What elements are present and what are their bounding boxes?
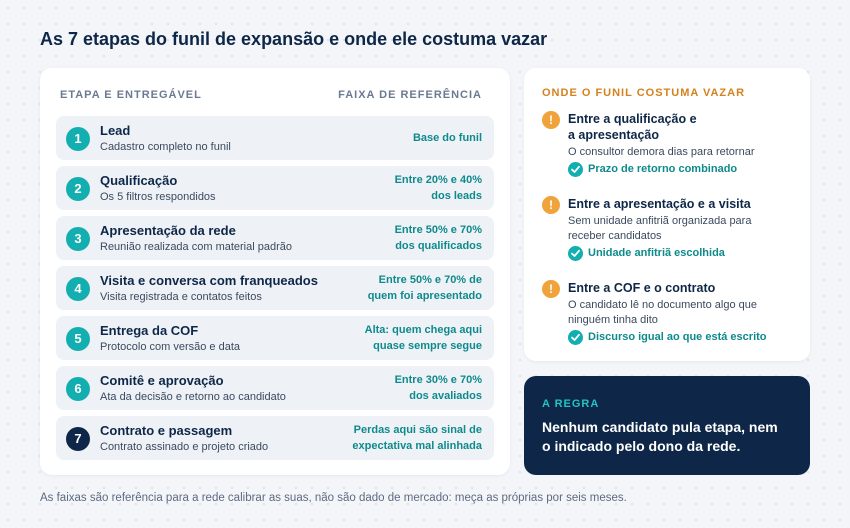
exclamation-circle-icon: !	[542, 280, 560, 298]
check-circle-icon	[568, 246, 583, 261]
leak-fix: Discurso igual ao que está escrito	[568, 330, 792, 345]
leak-item: ! Entre a COF e o contrato O candidato l…	[542, 280, 792, 345]
step-row: 2 Qualificação Os 5 filtros respondidos …	[56, 166, 494, 210]
steps-list: 1 Lead Cadastro completo no funil Base d…	[56, 116, 494, 466]
step-number: 2	[66, 177, 90, 201]
leak-description: Sem unidade anfitriã organizada para rece…	[568, 215, 752, 242]
step-deliverable: Os 5 filtros respondidos	[100, 191, 216, 203]
step-row: 5 Entrega da COF Protocolo com versão e …	[56, 316, 494, 360]
step-row: 1 Lead Cadastro completo no funil Base d…	[56, 116, 494, 160]
step-number: 7	[66, 427, 90, 451]
leaks-card	[524, 68, 810, 361]
step-title: Visita e conversa com franqueados	[100, 273, 318, 288]
leak-fix: Unidade anfitriã escolhida	[568, 246, 792, 261]
step-title: Contrato e passagem	[100, 423, 233, 438]
step-title: Qualificação	[100, 173, 178, 188]
step-row: 3 Apresentação da rede Reunião realizada…	[56, 216, 494, 260]
rule-text: Nenhum candidato pula etapa, nem o indica…	[542, 419, 778, 454]
step-row: 4 Visita e conversa com franqueados Visi…	[56, 266, 494, 310]
leaks-heading: ONDE O FUNIL COSTUMA VAZAR	[542, 87, 746, 99]
step-range: Entre 50% e 70% dos qualificados	[394, 224, 482, 252]
step-deliverable: Protocolo com versão e data	[100, 341, 241, 353]
rule-heading: A REGRA	[542, 398, 600, 410]
leak-description: O candidato lê no documento algo que ning…	[568, 299, 757, 326]
step-number: 6	[66, 377, 90, 401]
column-header-range: FAIXA DE REFERÊNCIA	[338, 89, 482, 101]
step-title: Apresentação da rede	[100, 223, 236, 238]
step-number: 1	[66, 127, 90, 151]
rule-card	[524, 376, 810, 475]
step-title: Comitê e aprovação	[100, 373, 224, 388]
check-circle-icon	[568, 330, 583, 345]
step-range: Entre 30% e 70% dos avaliados	[394, 374, 482, 402]
exclamation-circle-icon: !	[542, 196, 560, 214]
step-range: Perdas aqui são sinal de expectativa mal …	[352, 424, 482, 452]
check-circle-icon	[568, 162, 583, 177]
step-title: Entrega da COF	[100, 323, 199, 338]
leak-item: ! Entre a apresentação e a visita Sem un…	[542, 196, 792, 261]
step-row: 7 Contrato e passagem Contrato assinado …	[56, 416, 494, 460]
step-range: Alta: quem chega aqui quase sempre segue	[364, 324, 482, 352]
page-title: As 7 etapas do funil de expansão e onde …	[40, 29, 548, 49]
leak-title: Entre a COF e o contrato	[568, 281, 716, 295]
column-header-stage: ETAPA E ENTREGÁVEL	[60, 89, 202, 101]
step-deliverable: Ata da decisão e retorno ao candidato	[100, 391, 286, 403]
step-range: Entre 20% e 40% dos leads	[394, 174, 482, 202]
leak-description: O consultor demora dias para retornar	[568, 146, 755, 158]
step-number: 4	[66, 277, 90, 301]
step-title: Lead	[100, 123, 131, 138]
footnote: As faixas são referência para a rede cal…	[40, 492, 627, 504]
step-number: 3	[66, 227, 90, 251]
step-deliverable: Reunião realizada com material padrão	[100, 241, 292, 253]
step-deliverable: Contrato assinado e projeto criado	[100, 441, 269, 453]
step-range: Entre 50% e 70% de quem foi apresentado	[367, 274, 482, 302]
step-number: 5	[66, 327, 90, 351]
step-row: 6 Comitê e aprovação Ata da decisão e re…	[56, 366, 494, 410]
step-deliverable: Cadastro completo no funil	[100, 141, 231, 153]
leak-title: Entre a apresentação e a visita	[568, 197, 751, 211]
step-range: Base do funil	[412, 132, 482, 144]
exclamation-circle-icon: !	[542, 111, 560, 129]
leak-fix: Prazo de retorno combinado	[568, 162, 792, 177]
step-deliverable: Visita registrada e contatos feitos	[100, 291, 262, 303]
